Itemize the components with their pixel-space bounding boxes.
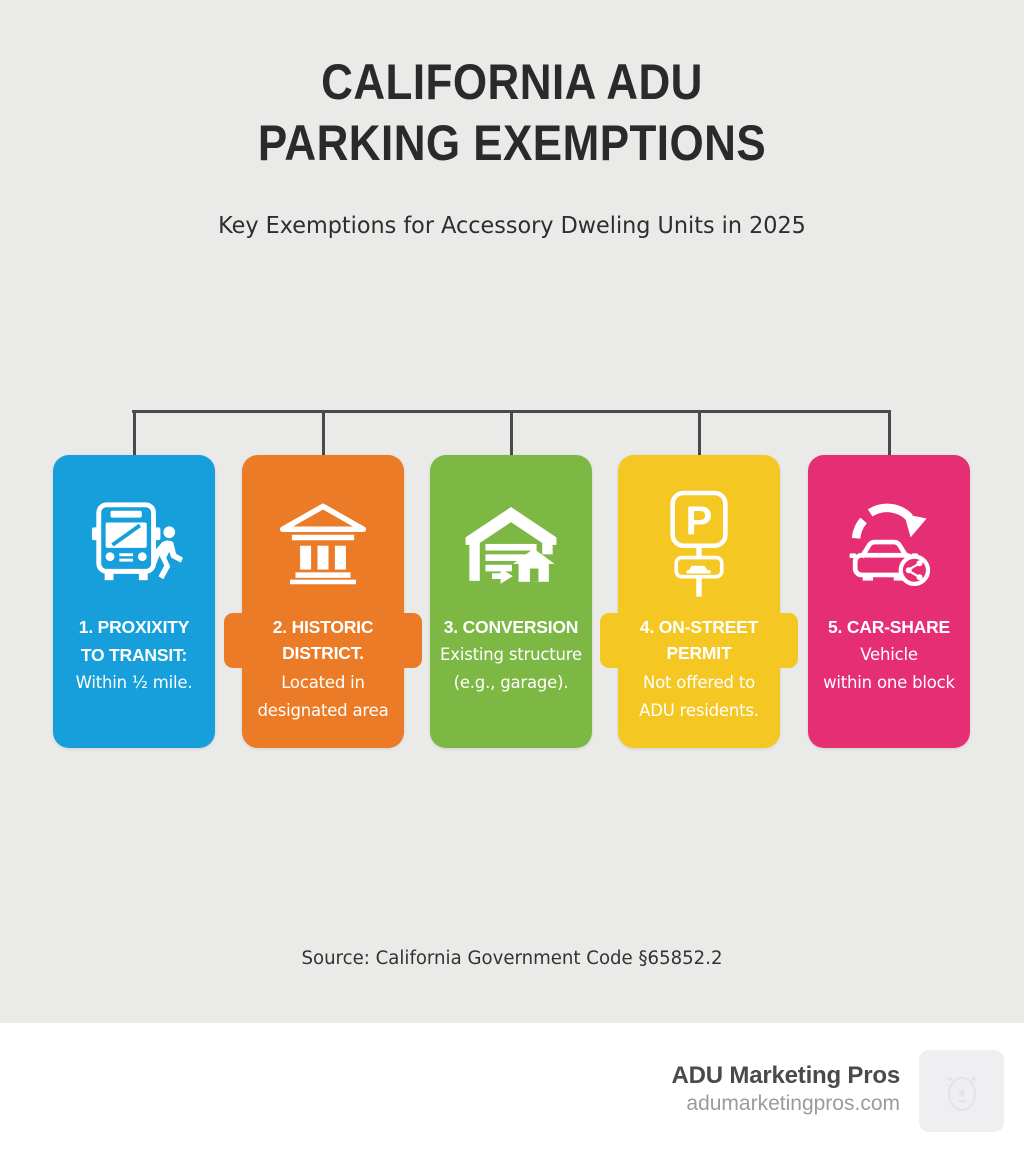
card-body-line: ADU residents. xyxy=(639,701,759,720)
title-line-1: CALIFORNIA ADU xyxy=(321,54,703,110)
card-car-share: 5. CAR-SHARE Vehicle within one block xyxy=(808,455,970,748)
source-citation: Source: California Government Code §6585… xyxy=(301,948,723,969)
bus-and-pedestrian-icon xyxy=(53,483,215,603)
heading-pill: 2. HISTORIC DISTRICT. xyxy=(224,613,422,668)
card-heading-line: 2. HISTORIC DISTRICT. xyxy=(224,613,422,669)
card-body-line: within one block xyxy=(823,673,955,692)
card-body-line: Existing structure xyxy=(440,645,582,664)
brand-name: ADU Marketing Pros xyxy=(671,1062,901,1089)
classical-building-icon xyxy=(242,483,404,603)
card-body-line: Vehicle xyxy=(860,645,918,664)
card-historic-district: 2. HISTORIC DISTRICT. Located in designa… xyxy=(224,455,422,748)
card-text: 2. HISTORIC DISTRICT. Located in designa… xyxy=(224,613,422,725)
card-body-line: (e.g., garage). xyxy=(453,673,569,692)
heading-pill: 4. ON-STREET PERMIT xyxy=(600,613,798,668)
card-body-line: Within ½ mile. xyxy=(75,673,193,692)
card-conversion: 3. CONVERSION Existing structure (e.g., … xyxy=(430,455,592,748)
card-text: 4. ON-STREET PERMIT Not offered to ADU r… xyxy=(600,613,798,725)
connector-drop-4 xyxy=(698,410,701,457)
card-proximity-to-transit: 1. PROXIXITY TO TRANSIT: Within ½ mile. xyxy=(53,455,215,748)
card-text: 3. CONVERSION Existing structure (e.g., … xyxy=(412,613,610,697)
title-line-2: PARKING EXEMPTIONS xyxy=(257,115,767,171)
mascot-logo-icon xyxy=(947,1077,976,1111)
parking-permit-sign-icon: P xyxy=(618,483,780,603)
card-body-line: Not offered to xyxy=(642,673,756,692)
connector-drop-3 xyxy=(510,410,513,457)
svg-text:P: P xyxy=(686,499,713,543)
card-text: 1. PROXIXITY TO TRANSIT: Within ½ mile. xyxy=(35,613,233,697)
card-heading-line: 1. PROXIXITY xyxy=(78,617,190,637)
car-share-icon xyxy=(808,483,970,603)
card-body-line: Located in xyxy=(281,673,365,692)
brand-website: adumarketingpros.com xyxy=(686,1092,900,1115)
garage-to-house-conversion-icon xyxy=(430,483,592,603)
footer: ADU Marketing Pros adumarketingpros.com xyxy=(0,1023,1024,1154)
card-text: 5. CAR-SHARE Vehicle within one block xyxy=(790,613,988,697)
connector-drop-5 xyxy=(887,410,891,457)
card-on-street-permit: P 4. ON-STREET PERMIT Not offered to ADU… xyxy=(600,455,798,748)
brand-block: ADU Marketing Pros adumarketingpros.com xyxy=(671,1061,901,1117)
card-heading-line: TO TRANSIT: xyxy=(80,645,188,665)
card-heading-line: 5. CAR-SHARE xyxy=(827,617,951,637)
card-heading-line: 3. CONVERSION xyxy=(443,617,579,637)
connector-drop-2 xyxy=(321,410,325,457)
card-heading-line: 4. ON-STREET PERMIT xyxy=(600,613,798,669)
card-body-line: designated area xyxy=(257,701,389,720)
connector-drop-1 xyxy=(132,410,136,457)
page-title: CALIFORNIA ADU PARKING EXEMPTIONS xyxy=(0,52,1024,174)
page-subtitle: Key Exemptions for Accessory Dweling Uni… xyxy=(218,213,806,239)
brand-logo-box xyxy=(919,1050,1004,1132)
